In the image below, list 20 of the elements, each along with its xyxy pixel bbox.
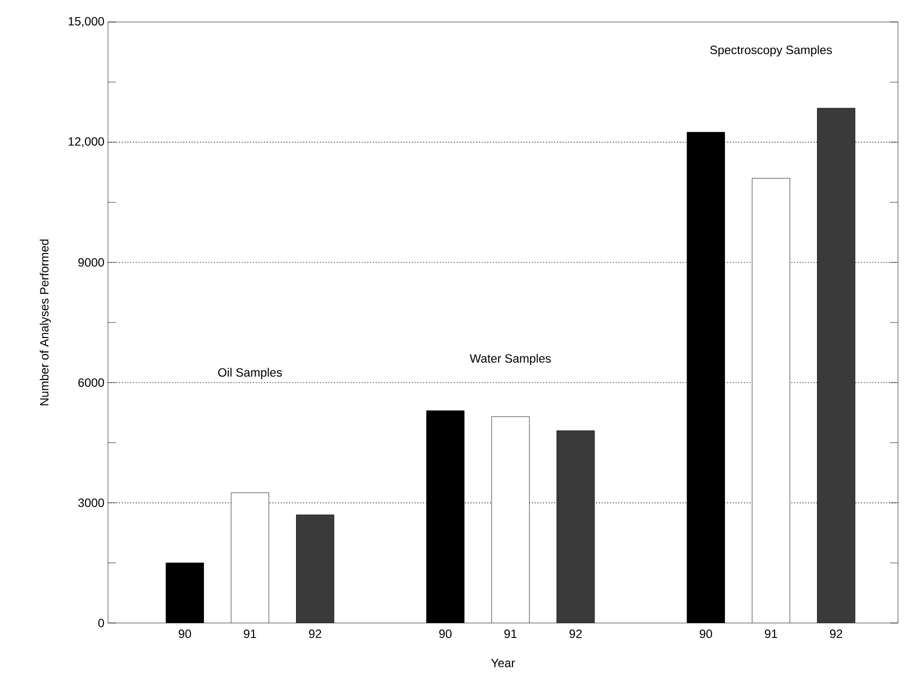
annotation: Oil Samples: [218, 368, 282, 380]
y-tick-label: 12,000: [68, 137, 104, 148]
x-tick-label: 91: [244, 630, 256, 638]
x-tick-label: 91: [764, 630, 778, 638]
y-tick-label: 0: [98, 618, 104, 628]
annotation: Water Samples: [470, 354, 551, 366]
x-tick-label: 90: [700, 630, 712, 638]
y-tick-label: 9000: [78, 258, 104, 267]
x-tick-label: 92: [830, 630, 842, 638]
y-axis-title: Number of Analyses Performed: [40, 240, 51, 406]
y-tick-label: 3000: [78, 498, 104, 508]
x-tick-label: 90: [178, 630, 192, 638]
y-tick-label: 6000: [78, 378, 104, 387]
x-tick-label: 91: [504, 630, 517, 638]
x-axis-title: Year: [491, 658, 515, 668]
y-tick-label: 15,000: [68, 17, 104, 27]
annotation: Spectroscopy Samples: [710, 45, 832, 57]
x-tick-label: 92: [308, 630, 322, 638]
x-tick-label: 92: [570, 630, 582, 638]
x-tick-label: 90: [439, 630, 452, 638]
